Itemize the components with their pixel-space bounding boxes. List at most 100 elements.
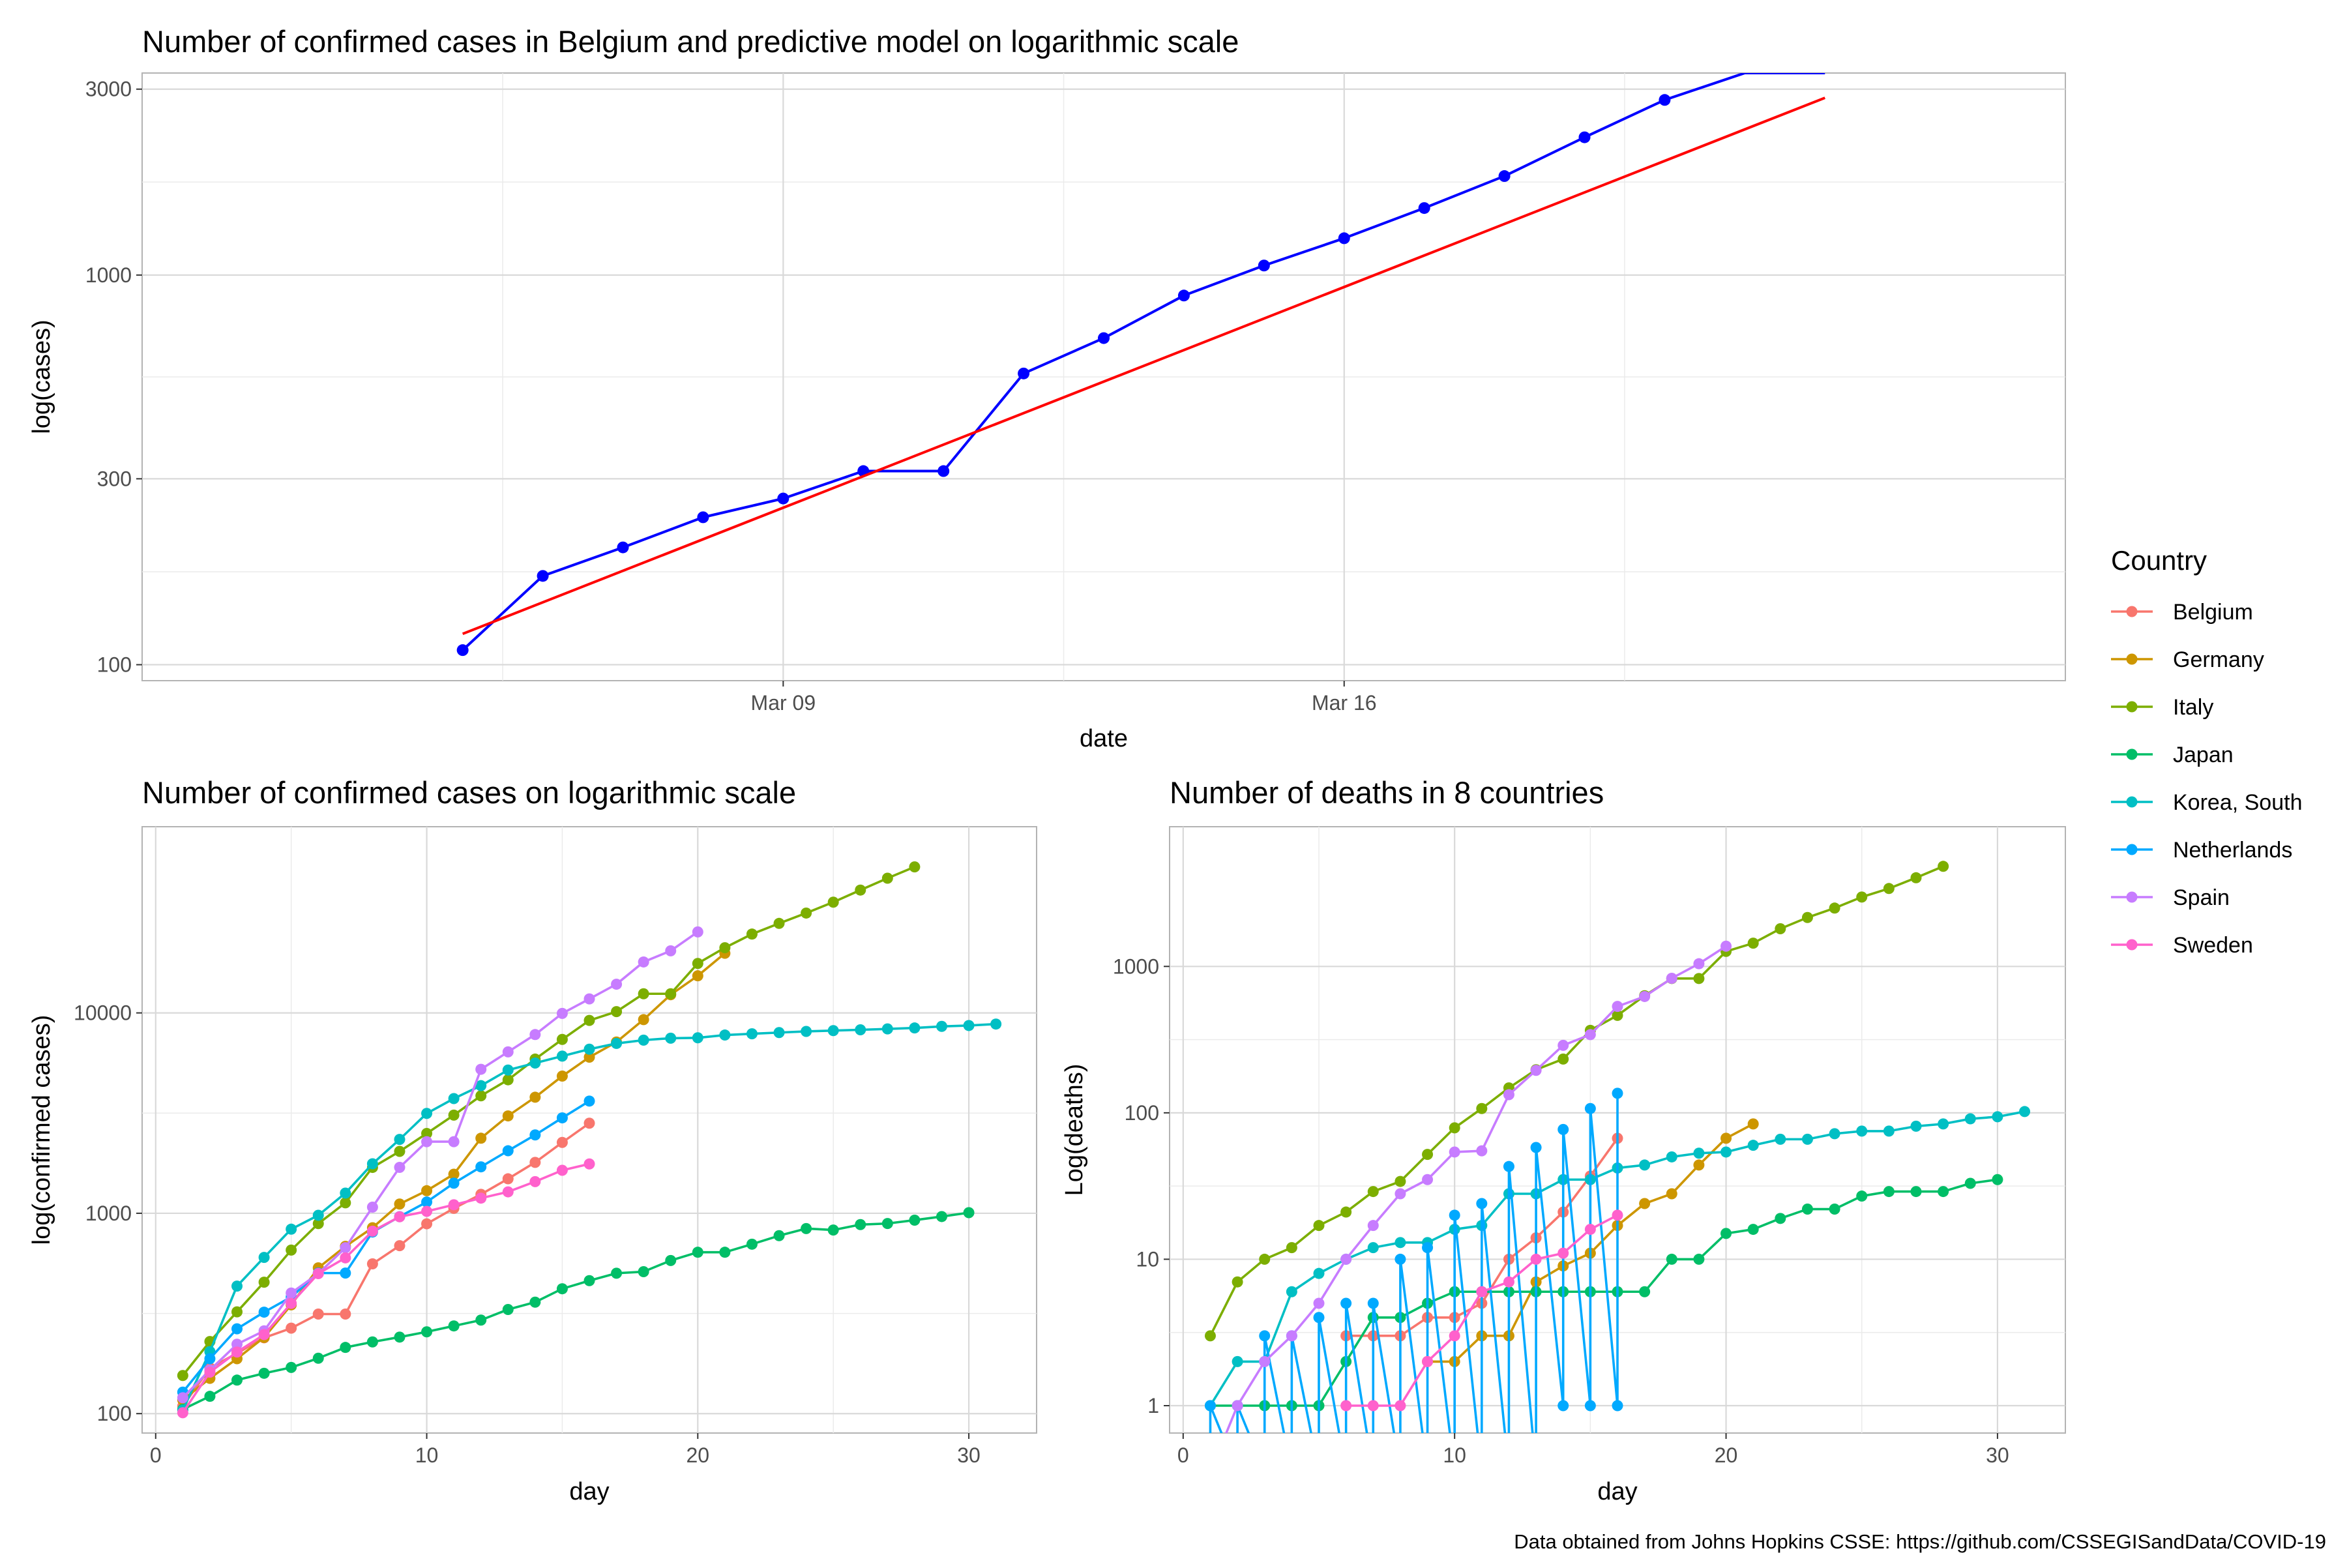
data-point <box>1395 1188 1406 1200</box>
data-point <box>746 1238 758 1250</box>
x-axis-title: day <box>1597 1478 1637 1505</box>
y-axis-title: log(confirmed cases) <box>28 1015 55 1245</box>
data-point <box>1992 1174 2003 1185</box>
data-point <box>529 1157 541 1168</box>
x-tick-label: Mar 16 <box>1312 691 1377 715</box>
data-point <box>1340 1297 1352 1309</box>
data-point <box>1639 1286 1651 1297</box>
y-tick-label: 1000 <box>85 263 132 287</box>
data-point <box>475 1063 487 1075</box>
data-point <box>1584 1224 1596 1235</box>
data-point <box>1476 1102 1488 1114</box>
data-point <box>1259 1253 1271 1265</box>
y-axis-title: log(cases) <box>28 319 55 434</box>
data-point <box>1476 1198 1488 1209</box>
data-point <box>258 1277 270 1288</box>
series-japan <box>177 1207 975 1415</box>
data-point <box>1720 1146 1732 1158</box>
data-point <box>909 1214 921 1226</box>
data-point <box>475 1314 487 1326</box>
data-point <box>638 1266 649 1278</box>
data-point <box>1476 1286 1488 1297</box>
data-point <box>556 1164 568 1176</box>
legend-item-germany: Germany <box>2111 647 2264 672</box>
x-tick-label: 30 <box>1986 1443 2009 1467</box>
data-point <box>1612 1087 1623 1099</box>
data-point <box>773 917 785 929</box>
data-point <box>556 1071 568 1082</box>
data-point <box>719 1247 731 1258</box>
data-point <box>719 1029 731 1041</box>
data-point <box>1503 1089 1514 1101</box>
data-point <box>638 988 649 999</box>
data-point <box>1232 1355 1243 1367</box>
series-spain <box>1224 940 1732 1433</box>
data-point <box>529 1057 541 1069</box>
legend-key-point <box>2126 653 2138 665</box>
y-tick-label: 10000 <box>74 1001 132 1025</box>
data-point <box>1747 938 1759 949</box>
data-point <box>1395 1400 1406 1412</box>
data-point <box>1992 1111 2003 1123</box>
data-point <box>963 1020 975 1031</box>
data-point <box>1584 1400 1596 1412</box>
data-point <box>1177 289 1190 302</box>
data-point <box>556 1136 568 1148</box>
series-line <box>1209 865 1944 1337</box>
series-sweden <box>1340 1209 1623 1412</box>
x-tick-label: 0 <box>1177 1443 1189 1467</box>
data-point <box>421 1136 433 1147</box>
data-point <box>231 1339 243 1350</box>
data-point <box>1449 1330 1460 1342</box>
data-point <box>258 1329 270 1340</box>
legend-item-spain: Spain <box>2111 885 2230 910</box>
data-point <box>638 1034 649 1046</box>
data-point <box>421 1108 433 1119</box>
data-point <box>827 1025 839 1037</box>
data-point <box>312 1209 324 1221</box>
data-point <box>1910 1120 1922 1132</box>
data-point <box>1829 902 1840 914</box>
data-point <box>556 1007 568 1019</box>
legend-item-belgium: Belgium <box>2111 600 2253 625</box>
data-point <box>583 1052 595 1063</box>
data-point <box>1313 1220 1325 1232</box>
series-line <box>462 73 1825 651</box>
panel-border <box>141 826 1037 1434</box>
data-point <box>719 942 731 954</box>
y-tick-label: 300 <box>97 467 132 490</box>
data-point <box>746 928 758 940</box>
data-point <box>583 1158 595 1170</box>
data-point <box>583 1117 595 1129</box>
data-point <box>746 1028 758 1040</box>
data-point <box>1747 1140 1759 1151</box>
data-point <box>1338 232 1350 244</box>
data-point <box>1204 1330 1216 1342</box>
data-point <box>583 1095 595 1107</box>
data-point <box>1557 1053 1569 1065</box>
data-point <box>1449 1209 1460 1221</box>
data-point <box>312 1267 324 1279</box>
data-point <box>1775 923 1786 934</box>
data-point <box>366 1225 378 1237</box>
data-point <box>773 1230 785 1241</box>
data-point <box>611 979 623 990</box>
data-point <box>617 541 629 554</box>
data-point <box>583 1043 595 1055</box>
y-axis-title: Log(deaths) <box>1061 1064 1088 1196</box>
data-point <box>502 1064 514 1076</box>
data-point <box>881 872 893 884</box>
panel-deaths: Number of deaths in 8 countries 11010010… <box>1061 775 2066 1505</box>
series-line <box>181 1162 590 1413</box>
data-point <box>366 1202 378 1213</box>
data-point <box>1693 973 1705 984</box>
data-point <box>1829 1204 1840 1215</box>
data-point <box>963 1207 975 1219</box>
legend-key-point <box>2126 796 2138 808</box>
data-point <box>638 1014 649 1026</box>
data-point <box>1883 1125 1895 1137</box>
data-point <box>1666 1151 1677 1162</box>
data-point <box>1964 1177 1976 1189</box>
data-point <box>697 511 709 524</box>
data-point <box>1693 1253 1705 1265</box>
